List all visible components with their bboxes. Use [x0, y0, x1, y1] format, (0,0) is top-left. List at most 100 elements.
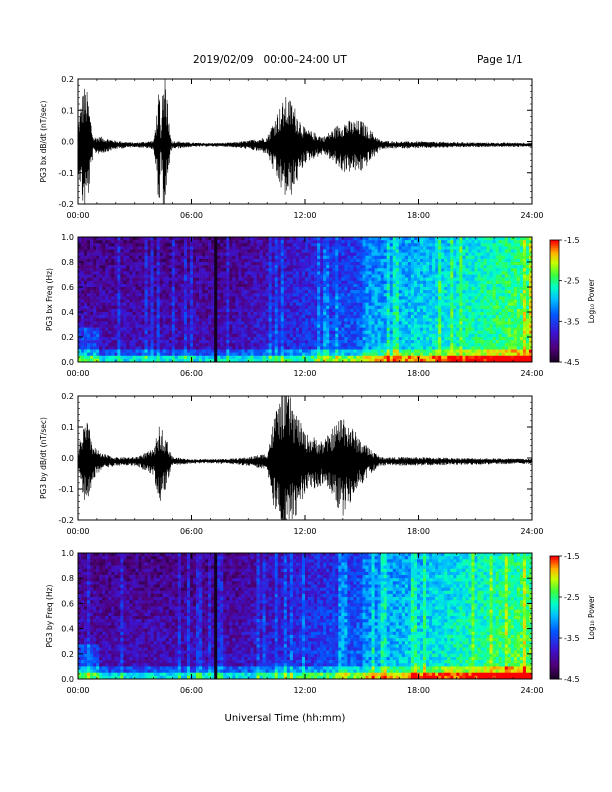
spectrogram-cell	[308, 321, 312, 325]
spectrogram-cell	[189, 330, 194, 335]
spectrogram-cell	[398, 296, 403, 300]
spectrogram-cell	[359, 293, 363, 297]
spectrogram-cell	[111, 352, 115, 357]
spectrogram-cell	[265, 271, 269, 275]
spectrogram-cell	[241, 271, 245, 275]
spectrogram-cell	[283, 340, 288, 344]
spectrogram-cell	[323, 280, 327, 285]
spectrogram-cell	[295, 327, 300, 332]
spectrogram-cell	[232, 327, 236, 332]
spectrogram-cell	[341, 243, 345, 247]
spectrogram-cell	[126, 355, 130, 360]
spectrogram-cell	[265, 246, 269, 250]
spectrogram-cell	[350, 321, 354, 325]
spectrogram-cell	[132, 324, 136, 328]
spectrogram-cell	[111, 305, 115, 310]
spectrogram-cell	[438, 299, 442, 303]
spectrogram-cell	[295, 343, 300, 347]
spectrogram-cell	[301, 302, 306, 307]
spectrogram-cell	[392, 327, 397, 332]
spectrogram-cell	[329, 240, 333, 244]
spectrogram-cell	[292, 268, 297, 272]
spectrogram-cell	[305, 308, 309, 313]
spectrogram-cell	[295, 283, 300, 288]
spectrogram-cell	[356, 312, 360, 316]
spectrogram-cell	[305, 237, 309, 241]
spectrogram-cell	[114, 287, 118, 291]
spectrogram-cell	[99, 343, 103, 347]
spectrogram-cell	[301, 255, 306, 260]
spectrogram-cell	[244, 287, 248, 291]
spectrogram-cell	[138, 277, 142, 282]
spectrogram-cell	[114, 290, 118, 294]
spectrogram-cell	[444, 321, 448, 325]
spectrogram-cell	[262, 246, 266, 250]
spectrogram-cell	[271, 283, 276, 288]
spectrogram-cell	[129, 296, 133, 300]
spectrogram-cell	[404, 290, 409, 294]
spectrogram-cell	[235, 258, 239, 263]
spectrogram-cell	[78, 299, 82, 303]
spectrogram-cell	[353, 290, 357, 294]
spectrogram-cell	[435, 237, 439, 241]
spectrogram-cell	[326, 349, 330, 353]
spectrogram-cell	[280, 346, 285, 350]
spectrogram-cell	[220, 308, 224, 313]
spectrogram-cell	[365, 287, 369, 291]
spectrogram-cell	[111, 274, 115, 278]
spectrogram-cell	[108, 302, 112, 307]
spectrogram-cell	[123, 268, 127, 272]
spectrogram-cell	[432, 352, 436, 357]
spectrogram-cell	[214, 243, 218, 247]
spectrogram-cell	[126, 252, 130, 257]
spectrogram-cell	[84, 312, 88, 316]
spectrogram-cell	[441, 243, 445, 247]
spectrogram-cell	[87, 296, 91, 300]
spectrogram-cell	[320, 293, 324, 297]
spectrogram-cell	[180, 240, 185, 244]
spectrogram-cell	[84, 255, 88, 260]
spectrogram-cell	[90, 243, 94, 247]
spectrogram-cell	[305, 246, 309, 250]
spectrogram-cell	[223, 274, 227, 278]
spectrogram-cell	[147, 358, 151, 363]
spectrogram-cell	[238, 315, 242, 319]
spectrogram-cell	[335, 283, 339, 288]
spectrogram-cell	[262, 243, 266, 247]
spectrogram-cell	[301, 252, 306, 257]
spectrogram-cell	[253, 302, 257, 307]
spectrogram-cell	[223, 308, 227, 313]
spectrogram-cell	[120, 287, 124, 291]
spectrogram-cell	[286, 262, 291, 266]
spectrogram-cell	[283, 290, 288, 294]
spectrogram-cell	[353, 352, 357, 357]
spectrogram-cell	[144, 337, 148, 341]
spectrogram-cell	[280, 358, 285, 363]
spectrogram-cell	[205, 343, 209, 347]
spectrogram-cell	[189, 265, 194, 269]
spectrogram-cell	[138, 358, 142, 363]
spectrogram-cell	[96, 293, 100, 297]
spectrogram-cell	[235, 355, 239, 360]
spectrogram-cell	[301, 308, 306, 313]
spectrogram-cell	[377, 268, 381, 272]
spectrogram-cell	[81, 268, 85, 272]
spectrogram-cell	[317, 349, 321, 353]
spectrogram-cell	[117, 337, 121, 341]
spectrogram-cell	[420, 293, 424, 297]
spectrogram-cell	[177, 249, 182, 253]
spectrogram-cell	[156, 237, 161, 241]
spectrogram-cell	[156, 240, 161, 244]
spectrogram-cell	[211, 299, 215, 303]
spectrogram-cell	[147, 265, 151, 269]
spectrogram-cell	[238, 312, 242, 316]
spectrogram-cell	[380, 246, 384, 250]
spectrogram-cell	[374, 243, 378, 247]
spectrogram-cell	[78, 312, 82, 316]
spectrogram-cell	[289, 271, 294, 275]
spectrogram-cell	[153, 308, 157, 313]
spectrogram-cell	[386, 352, 391, 357]
spectrogram-cell	[401, 305, 406, 310]
spectrogram-cell	[305, 293, 309, 297]
spectrogram-cell	[102, 243, 106, 247]
